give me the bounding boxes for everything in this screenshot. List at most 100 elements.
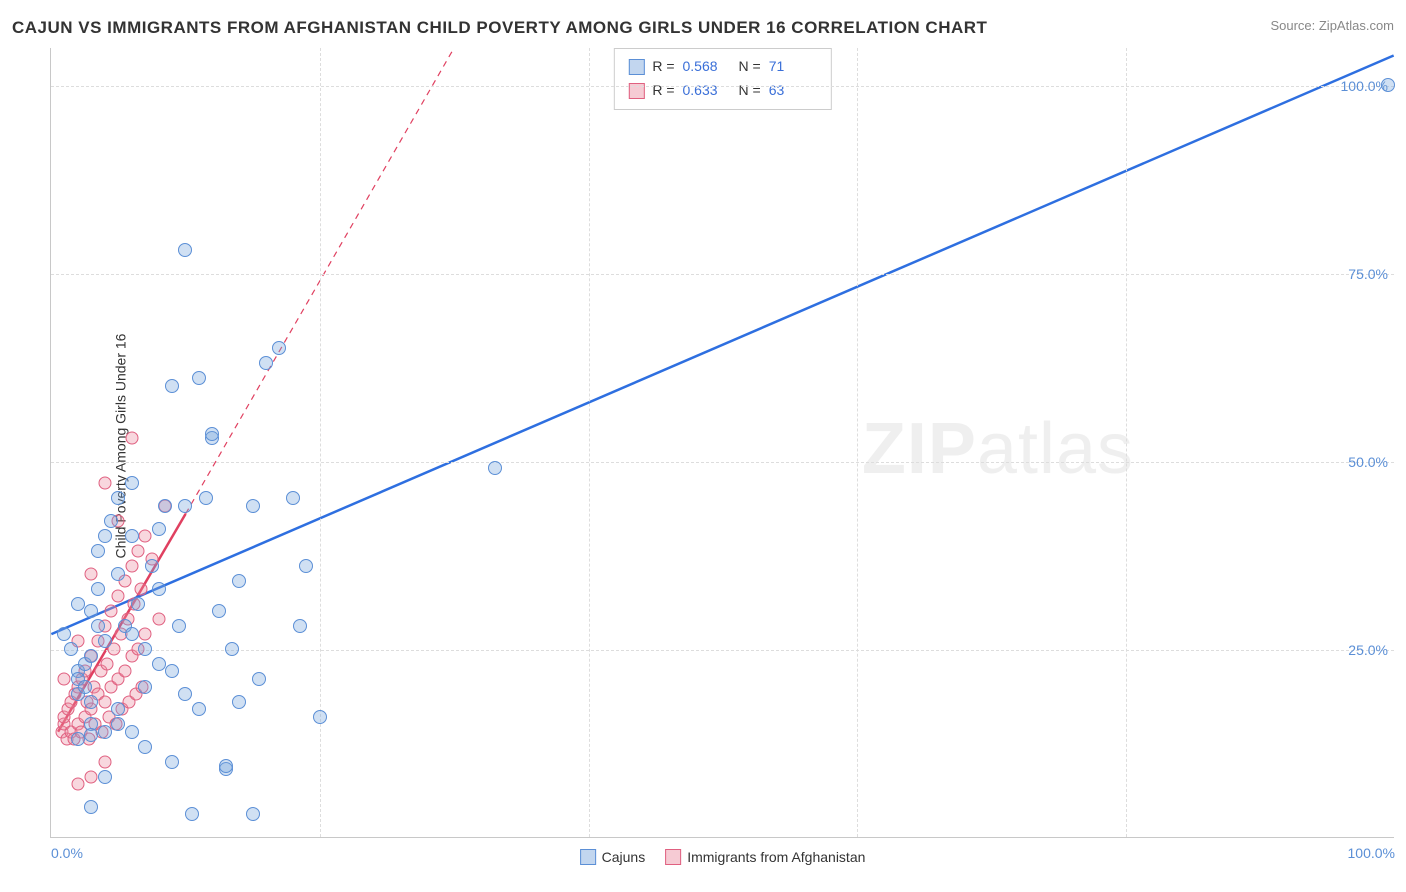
scatter-point bbox=[293, 619, 307, 633]
scatter-point bbox=[91, 544, 105, 558]
scatter-point bbox=[232, 695, 246, 709]
scatter-point bbox=[152, 582, 166, 596]
scatter-point bbox=[132, 545, 145, 558]
scatter-point bbox=[84, 800, 98, 814]
scatter-point bbox=[138, 740, 152, 754]
scatter-point bbox=[286, 491, 300, 505]
scatter-point bbox=[131, 597, 145, 611]
scatter-point bbox=[152, 657, 166, 671]
scatter-point bbox=[225, 642, 239, 656]
gridline-vertical bbox=[589, 48, 590, 837]
scatter-point bbox=[152, 612, 165, 625]
gridline-horizontal bbox=[51, 462, 1394, 463]
scatter-point bbox=[78, 680, 92, 694]
scatter-point bbox=[299, 559, 313, 573]
scatter-point bbox=[101, 657, 114, 670]
legend-label: Immigrants from Afghanistan bbox=[687, 849, 865, 865]
scatter-point bbox=[192, 371, 206, 385]
scatter-point bbox=[125, 627, 139, 641]
chart-title: CAJUN VS IMMIGRANTS FROM AFGHANISTAN CHI… bbox=[12, 18, 987, 38]
scatter-point bbox=[84, 649, 98, 663]
legend-n-value: 63 bbox=[769, 79, 817, 103]
scatter-point bbox=[111, 702, 125, 716]
scatter-point bbox=[111, 491, 125, 505]
scatter-point bbox=[91, 582, 105, 596]
scatter-point bbox=[71, 597, 85, 611]
legend-item: Cajuns bbox=[580, 849, 646, 865]
scatter-point bbox=[232, 574, 246, 588]
scatter-point bbox=[85, 770, 98, 783]
chart-header: CAJUN VS IMMIGRANTS FROM AFGHANISTAN CHI… bbox=[12, 18, 1394, 38]
scatter-point bbox=[98, 695, 111, 708]
scatter-point bbox=[91, 619, 105, 633]
scatter-point bbox=[118, 665, 131, 678]
scatter-point bbox=[64, 642, 78, 656]
legend-swatch bbox=[665, 849, 681, 865]
x-tick-label: 0.0% bbox=[51, 845, 83, 861]
scatter-point bbox=[98, 477, 111, 490]
scatter-point bbox=[178, 499, 192, 513]
gridline-horizontal bbox=[51, 274, 1394, 275]
scatter-point bbox=[98, 529, 112, 543]
scatter-point bbox=[125, 476, 139, 490]
scatter-point bbox=[199, 491, 213, 505]
scatter-point bbox=[145, 559, 159, 573]
scatter-point bbox=[212, 604, 226, 618]
scatter-point bbox=[71, 732, 85, 746]
scatter-point bbox=[125, 560, 138, 573]
scatter-point bbox=[84, 604, 98, 618]
scatter-point bbox=[125, 529, 139, 543]
legend-r-label: R = bbox=[652, 55, 674, 79]
scatter-point bbox=[57, 627, 71, 641]
y-tick-label: 50.0% bbox=[1348, 454, 1388, 470]
y-tick-label: 75.0% bbox=[1348, 266, 1388, 282]
y-tick-label: 25.0% bbox=[1348, 642, 1388, 658]
scatter-point bbox=[98, 755, 111, 768]
scatter-chart: ZIPatlas R =0.568N =71R =0.633N =63 Caju… bbox=[50, 48, 1394, 838]
scatter-point bbox=[125, 725, 139, 739]
series-legend: Cajuns Immigrants from Afghanistan bbox=[580, 849, 866, 865]
scatter-point bbox=[58, 673, 71, 686]
scatter-point bbox=[104, 514, 118, 528]
scatter-point bbox=[178, 687, 192, 701]
legend-r-label: R = bbox=[652, 79, 674, 103]
scatter-point bbox=[1381, 78, 1395, 92]
scatter-point bbox=[158, 499, 172, 513]
scatter-point bbox=[152, 522, 166, 536]
scatter-point bbox=[112, 590, 125, 603]
scatter-point bbox=[71, 778, 84, 791]
scatter-point bbox=[138, 680, 152, 694]
scatter-point bbox=[165, 664, 179, 678]
scatter-point bbox=[135, 582, 148, 595]
legend-row: R =0.568N =71 bbox=[628, 55, 816, 79]
legend-swatch bbox=[580, 849, 596, 865]
gridline-vertical bbox=[857, 48, 858, 837]
scatter-point bbox=[139, 530, 152, 543]
scatter-point bbox=[98, 725, 112, 739]
scatter-point bbox=[165, 379, 179, 393]
scatter-point bbox=[192, 702, 206, 716]
gridline-vertical bbox=[1126, 48, 1127, 837]
legend-label: Cajuns bbox=[602, 849, 646, 865]
scatter-point bbox=[125, 432, 138, 445]
scatter-point bbox=[165, 755, 179, 769]
scatter-point bbox=[178, 243, 192, 257]
legend-r-value: 0.568 bbox=[683, 55, 731, 79]
scatter-point bbox=[111, 717, 125, 731]
legend-item: Immigrants from Afghanistan bbox=[665, 849, 865, 865]
scatter-point bbox=[259, 356, 273, 370]
watermark: ZIPatlas bbox=[862, 408, 1134, 490]
correlation-legend: R =0.568N =71R =0.633N =63 bbox=[613, 48, 831, 110]
scatter-point bbox=[139, 627, 152, 640]
scatter-point bbox=[313, 710, 327, 724]
scatter-point bbox=[84, 728, 98, 742]
scatter-point bbox=[105, 605, 118, 618]
scatter-point bbox=[98, 770, 112, 784]
trend-lines-layer bbox=[51, 48, 1394, 837]
scatter-point bbox=[219, 759, 233, 773]
trend-line bbox=[51, 56, 1393, 635]
legend-r-value: 0.633 bbox=[683, 79, 731, 103]
chart-source: Source: ZipAtlas.com bbox=[1270, 18, 1394, 33]
gridline-horizontal bbox=[51, 650, 1394, 651]
scatter-point bbox=[185, 807, 199, 821]
